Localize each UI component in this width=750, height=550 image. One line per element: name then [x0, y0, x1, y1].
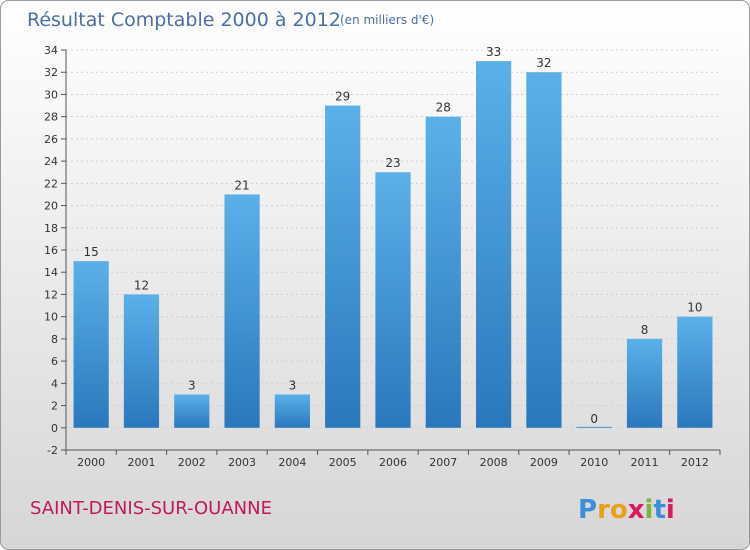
- bar-value-label: 32: [536, 56, 551, 70]
- bar-value-label: 33: [486, 45, 501, 59]
- bar: [626, 338, 663, 428]
- y-tick-label: 0: [51, 422, 58, 435]
- bars: 15 12 3 21 3 29 23 28 33 32 0 8 10: [73, 45, 713, 428]
- y-tick-label: 12: [44, 288, 58, 301]
- brand-logo-letter: r: [597, 495, 610, 525]
- bar-value-label: 23: [385, 156, 400, 170]
- y-tick-label: 22: [44, 177, 58, 190]
- y-tick-label: 26: [44, 133, 58, 146]
- bar: [526, 72, 562, 428]
- y-tick-label: 32: [44, 66, 58, 79]
- bar-value-label: 3: [289, 378, 297, 392]
- bar: [425, 116, 461, 428]
- x-tick-label: 2011: [631, 456, 659, 469]
- x-tick-label: 2003: [228, 456, 256, 469]
- y-tick-label: 10: [44, 311, 58, 324]
- bar: [123, 294, 160, 428]
- y-tick-label: 4: [51, 377, 58, 390]
- x-tick-label: 2009: [530, 456, 558, 469]
- bar-value-label: 28: [436, 101, 451, 115]
- brand-logo-letter: P: [578, 495, 597, 525]
- x-axis: 2000 2001 2002 2003 2004 2005 2006 2007 2008 2009…: [65, 449, 721, 469]
- bar-value-label: 21: [234, 178, 249, 192]
- bar-value-label: 3: [188, 378, 196, 392]
- chart-subtitle: (en milliers d'€): [340, 13, 434, 27]
- x-tick-label: 2002: [178, 456, 206, 469]
- bar: [375, 172, 411, 428]
- place-name: SAINT-DENIS-SUR-OUANNE: [30, 498, 272, 519]
- y-tick-label: 34: [44, 44, 58, 57]
- brand-logo-letter: o: [610, 495, 628, 525]
- x-tick-label: 2001: [127, 456, 155, 469]
- x-tick-label: 2012: [681, 456, 709, 469]
- bar-value-label: 10: [687, 301, 702, 315]
- bar-value-label: 15: [84, 245, 99, 259]
- brand-logo: Proxiti: [578, 495, 675, 525]
- x-tick-label: 2008: [480, 456, 508, 469]
- bar: [174, 394, 210, 428]
- y-tick-label: -2: [47, 444, 58, 457]
- y-tick-label: 8: [51, 333, 58, 346]
- bar: [224, 194, 260, 428]
- y-tick-label: 16: [44, 244, 58, 257]
- y-tick-label: 14: [44, 266, 58, 279]
- bar: [476, 61, 512, 428]
- bar-value-label: 29: [335, 90, 350, 104]
- brand-logo-letter: t: [653, 495, 665, 525]
- bar-value-label: 8: [641, 323, 649, 337]
- x-tick-label: 2010: [580, 456, 608, 469]
- x-tick-label: 2004: [278, 456, 306, 469]
- bar: [73, 261, 109, 428]
- y-tick-label: 6: [51, 355, 58, 368]
- y-tick-label: 28: [44, 111, 58, 124]
- x-tick-label: 2005: [329, 456, 357, 469]
- brand-logo-letter: i: [645, 495, 654, 525]
- bar: [274, 394, 310, 428]
- bar-value-label: 12: [134, 278, 149, 292]
- bar-value-label: 0: [590, 412, 598, 426]
- bar: [325, 105, 361, 428]
- x-tick-label: 2006: [379, 456, 407, 469]
- y-tick-label: 30: [44, 88, 58, 101]
- chart-title: Résultat Comptable 2000 à 2012: [27, 9, 341, 31]
- y-tick-label: 24: [44, 155, 58, 168]
- x-tick-label: 2000: [77, 456, 105, 469]
- brand-logo-letter: i: [666, 495, 675, 525]
- y-tick-label: 18: [44, 222, 58, 235]
- x-tick-label: 2007: [429, 456, 457, 469]
- y-tick-label: 2: [51, 400, 58, 413]
- bar: [677, 316, 713, 428]
- brand-logo-letter: x: [628, 495, 645, 525]
- y-tick-label: 20: [44, 200, 58, 213]
- bar: [576, 426, 612, 428]
- brand-logo-text: Proxiti: [578, 495, 675, 525]
